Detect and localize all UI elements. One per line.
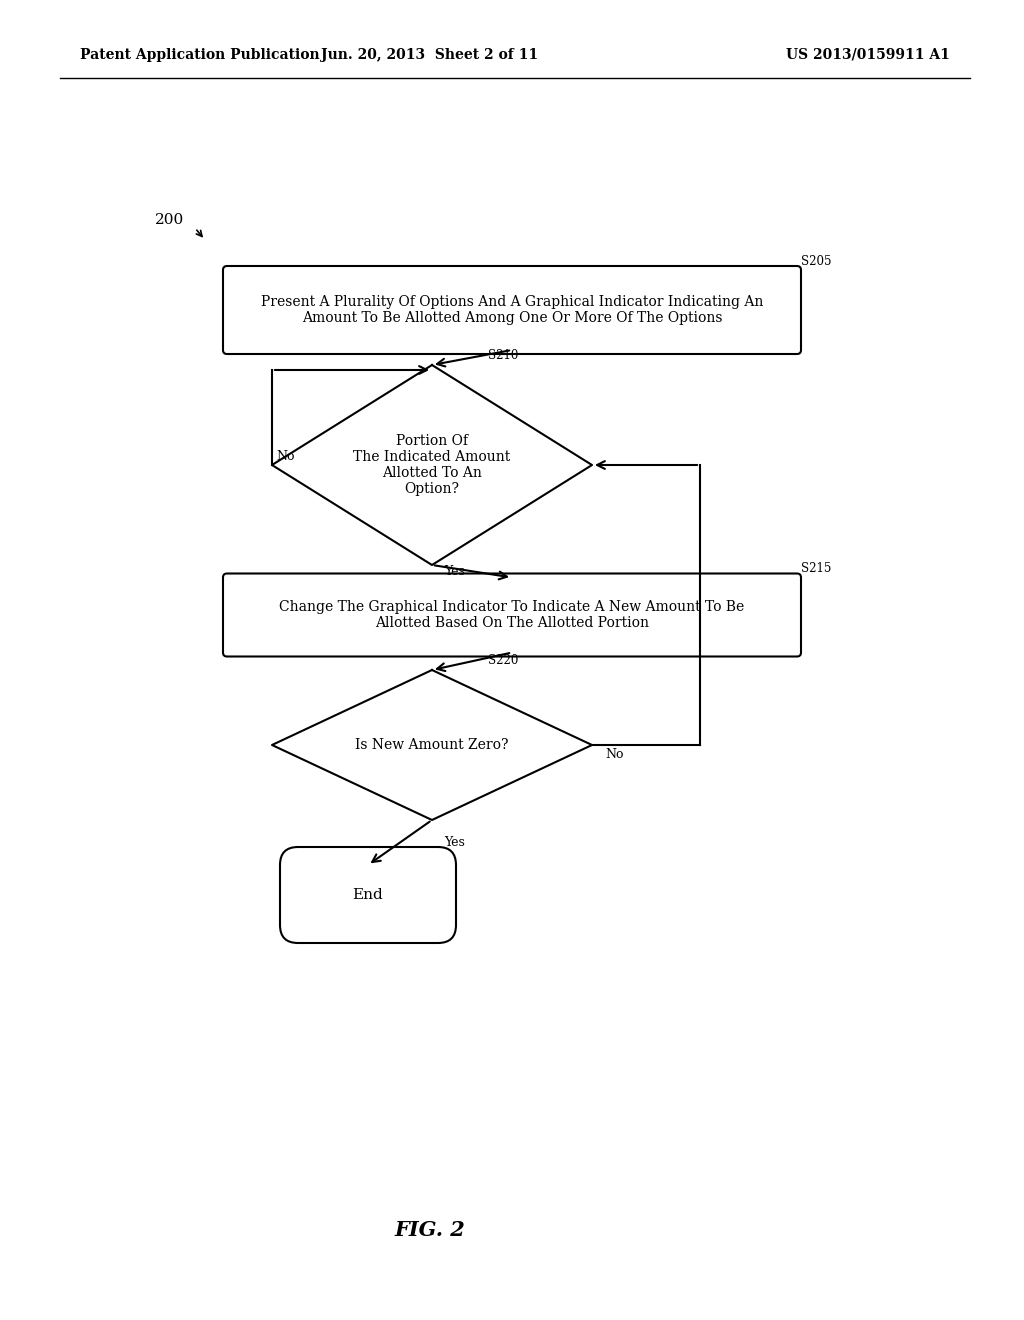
FancyBboxPatch shape: [223, 267, 801, 354]
Polygon shape: [272, 671, 592, 820]
Text: Change The Graphical Indicator To Indicate A New Amount To Be
Allotted Based On : Change The Graphical Indicator To Indica…: [280, 599, 744, 630]
Text: End: End: [352, 888, 383, 902]
Text: No: No: [605, 748, 624, 762]
Polygon shape: [272, 366, 592, 565]
FancyBboxPatch shape: [223, 573, 801, 656]
FancyBboxPatch shape: [280, 847, 456, 942]
Text: Jun. 20, 2013  Sheet 2 of 11: Jun. 20, 2013 Sheet 2 of 11: [322, 48, 539, 62]
Text: S215: S215: [801, 562, 831, 576]
Text: Yes: Yes: [444, 565, 465, 578]
Text: 200: 200: [155, 213, 184, 227]
Text: S205: S205: [801, 255, 831, 268]
Text: FIG. 2: FIG. 2: [394, 1220, 465, 1239]
Text: Present A Plurality Of Options And A Graphical Indicator Indicating An
Amount To: Present A Plurality Of Options And A Gra…: [261, 294, 763, 325]
Text: S220: S220: [488, 653, 518, 667]
Text: S210: S210: [488, 348, 518, 362]
Text: Yes: Yes: [444, 836, 465, 849]
Text: Is New Amount Zero?: Is New Amount Zero?: [355, 738, 509, 752]
Text: Patent Application Publication: Patent Application Publication: [80, 48, 319, 62]
Text: No: No: [276, 450, 295, 463]
Text: Portion Of
The Indicated Amount
Allotted To An
Option?: Portion Of The Indicated Amount Allotted…: [353, 434, 511, 496]
Text: US 2013/0159911 A1: US 2013/0159911 A1: [786, 48, 950, 62]
